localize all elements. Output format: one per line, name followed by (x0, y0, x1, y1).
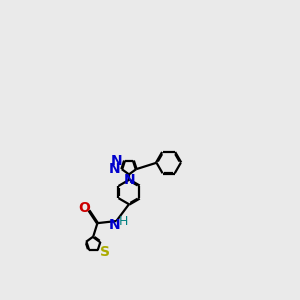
Text: H: H (119, 215, 128, 228)
Text: N: N (108, 162, 120, 176)
Text: N: N (108, 218, 120, 232)
Text: S: S (100, 245, 110, 260)
Text: N: N (124, 173, 136, 187)
Text: O: O (78, 201, 90, 215)
Text: N: N (111, 154, 123, 168)
